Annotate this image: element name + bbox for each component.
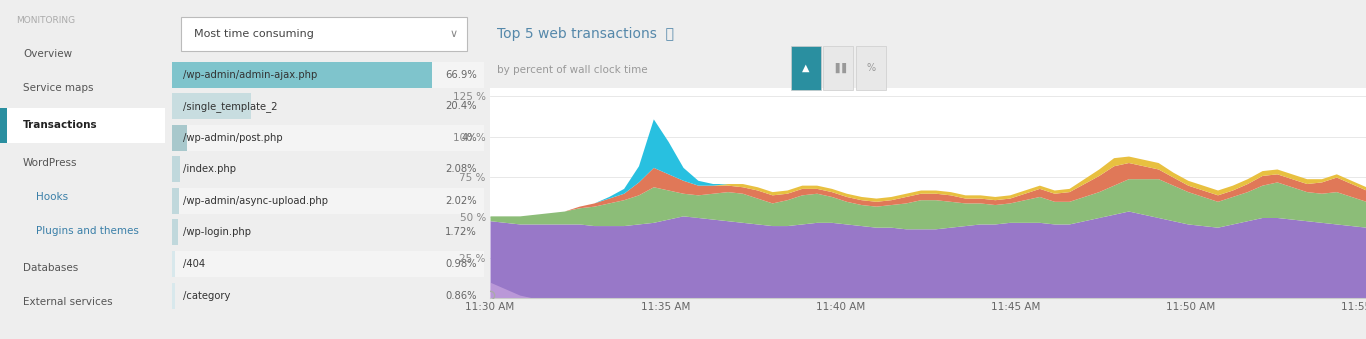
Bar bbox=[0, 108, 7, 143]
Text: Top 5 web transactions  ⓘ: Top 5 web transactions ⓘ bbox=[497, 27, 673, 41]
Text: Most time consuming: Most time consuming bbox=[194, 29, 314, 39]
Bar bbox=[172, 283, 175, 308]
Bar bbox=[182, 17, 467, 51]
Bar bbox=[172, 156, 484, 182]
Bar bbox=[0, 108, 165, 143]
Bar bbox=[172, 125, 484, 151]
Bar bbox=[172, 251, 175, 277]
Text: /index.php: /index.php bbox=[183, 164, 236, 174]
Text: 4%: 4% bbox=[462, 133, 477, 143]
Text: /wp-login.php: /wp-login.php bbox=[183, 227, 251, 237]
Text: by percent of wall clock time: by percent of wall clock time bbox=[497, 65, 647, 75]
Text: 1.72%: 1.72% bbox=[445, 227, 477, 237]
Text: External services: External services bbox=[23, 297, 113, 307]
Text: Plugins and themes: Plugins and themes bbox=[37, 225, 139, 236]
Text: /wp-admin/admin-ajax.php: /wp-admin/admin-ajax.php bbox=[183, 69, 317, 80]
Text: ▲: ▲ bbox=[802, 63, 809, 73]
Text: 0.86%: 0.86% bbox=[445, 291, 477, 301]
Text: Service maps: Service maps bbox=[23, 83, 94, 93]
Text: Overview: Overview bbox=[23, 49, 72, 59]
Bar bbox=[172, 188, 484, 214]
Text: 0.98%: 0.98% bbox=[445, 259, 477, 269]
Text: /single_template_2: /single_template_2 bbox=[183, 101, 277, 112]
Text: 2.08%: 2.08% bbox=[445, 164, 477, 174]
Text: MONITORING: MONITORING bbox=[16, 16, 75, 25]
Text: /wp-admin/async-upload.php: /wp-admin/async-upload.php bbox=[183, 196, 328, 206]
Text: 66.9%: 66.9% bbox=[445, 69, 477, 80]
Text: ▐▐: ▐▐ bbox=[831, 63, 846, 73]
Bar bbox=[172, 219, 178, 245]
Text: /404: /404 bbox=[183, 259, 205, 269]
Bar bbox=[172, 188, 179, 214]
Text: /category: /category bbox=[183, 291, 231, 301]
Bar bbox=[172, 251, 484, 277]
Text: WordPress: WordPress bbox=[23, 158, 78, 168]
Bar bbox=[172, 125, 187, 151]
Bar bbox=[172, 283, 484, 308]
Bar bbox=[172, 156, 179, 182]
Text: %: % bbox=[866, 63, 876, 73]
Bar bbox=[172, 219, 484, 245]
Bar bbox=[172, 93, 251, 119]
Text: /wp-admin/post.php: /wp-admin/post.php bbox=[183, 133, 283, 143]
Text: Hooks: Hooks bbox=[37, 192, 68, 202]
Bar bbox=[172, 62, 432, 87]
Text: 20.4%: 20.4% bbox=[445, 101, 477, 111]
Text: Databases: Databases bbox=[23, 263, 78, 273]
Text: Transactions: Transactions bbox=[23, 120, 98, 131]
Text: 2.02%: 2.02% bbox=[445, 196, 477, 206]
Text: ∨: ∨ bbox=[449, 29, 458, 39]
Bar bbox=[172, 93, 484, 119]
Bar bbox=[172, 62, 484, 87]
